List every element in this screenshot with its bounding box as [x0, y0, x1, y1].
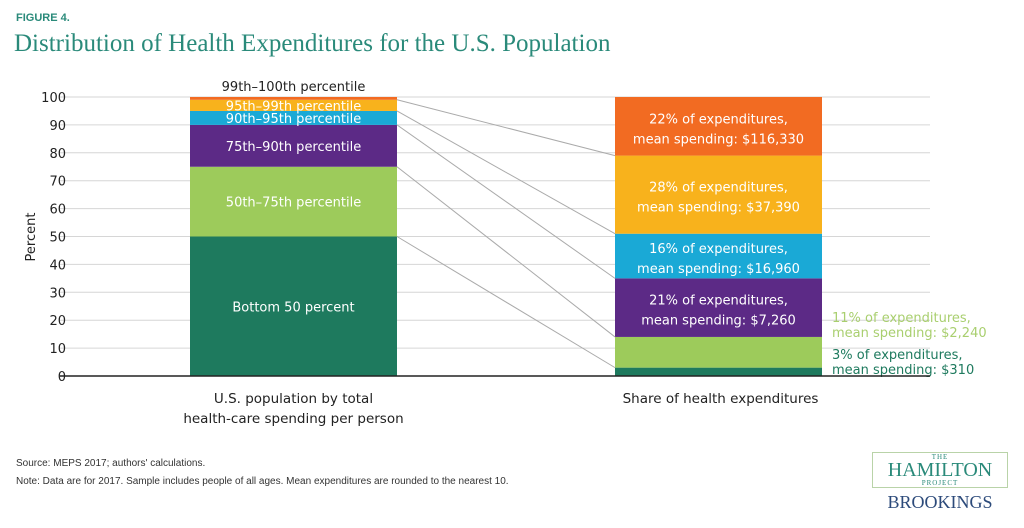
connector-line [396, 99, 616, 157]
expenditure-bar-segment [615, 155, 822, 234]
expenditure-bar-segment [615, 336, 822, 368]
expenditure-bar-segment [615, 367, 822, 376]
data-note: Note: Data are for 2017. Sample includes… [16, 476, 509, 487]
connector-line [396, 166, 616, 338]
expenditure-bar-segment [615, 97, 822, 156]
figure-label: FIGURE 4. [16, 12, 70, 24]
y-tick-label: 90 [49, 119, 66, 134]
source-note: Source: MEPS 2017; authors' calculations… [16, 458, 206, 469]
population-segment-label: 50th–75th percentile [226, 196, 361, 211]
connector-line [396, 236, 616, 369]
y-tick-label: 100 [41, 91, 66, 106]
population-segment-label: 95th–99th percentile [226, 99, 361, 114]
connector-line [396, 110, 616, 235]
population-bar-segment [190, 97, 397, 100]
y-tick-label: 30 [49, 286, 66, 301]
y-tick-label: 80 [49, 147, 66, 162]
population-bar-segment [190, 124, 397, 167]
y-tick-label: 50 [49, 231, 66, 246]
chart: 0 10 20 30 40 50 60 70 80 90 100 Percent Bottom 50 p… [24, 80, 987, 427]
expenditure-segment-label: mean spending: $2,240 [832, 326, 987, 341]
expenditure-segment-label: mean spending: $116,330 [633, 132, 804, 147]
population-bar-segment [190, 236, 397, 376]
expenditure-segment-label: 11% of expenditures, [832, 311, 971, 326]
expenditure-bar-segment [615, 278, 822, 337]
population-bar-segment [190, 99, 397, 111]
y-tick-label: 60 [49, 203, 66, 218]
population-segment-label: Bottom 50 percent [232, 300, 354, 315]
population-segment-label: 75th–90th percentile [226, 140, 361, 155]
y-tick-label: 10 [49, 342, 66, 357]
x-category-label: U.S. population by total [214, 391, 373, 407]
expenditure-segment-label: 21% of expenditures, [649, 294, 788, 309]
connector-line [396, 124, 616, 279]
expenditure-segment-label: mean spending: $310 [832, 363, 974, 378]
y-axis-label: Percent [24, 213, 39, 262]
y-tick-label: 0 [58, 370, 66, 385]
expenditure-bar-segment [615, 233, 822, 279]
expenditure-segment-label: mean spending: $7,260 [641, 314, 796, 329]
expenditure-segment-label: 22% of expenditures, [649, 112, 788, 127]
y-tick-label: 70 [49, 175, 66, 190]
population-bar-segment [190, 110, 397, 125]
chart-title: Distribution of Health Expenditures for … [14, 30, 611, 57]
hamilton-brookings-logo: THE HAMILTON PROJECT BROOKINGS [872, 452, 1008, 513]
population-segment-label: 99th–100th percentile [222, 80, 366, 95]
x-category-label: health-care spending per person [183, 411, 403, 427]
expenditure-segment-label: mean spending: $37,390 [637, 201, 800, 216]
y-tick-label: 20 [49, 314, 66, 329]
population-segment-label: 90th–95th percentile [226, 112, 361, 127]
population-bar-segment [190, 166, 397, 237]
x-category-label: Share of health expenditures [623, 391, 819, 407]
y-tick-label: 40 [49, 258, 66, 273]
expenditure-segment-label: 3% of expenditures, [832, 348, 963, 363]
expenditure-segment-label: mean spending: $16,960 [637, 262, 800, 277]
expenditure-segment-label: 16% of expenditures, [649, 242, 788, 257]
expenditure-segment-label: 28% of expenditures, [649, 181, 788, 196]
